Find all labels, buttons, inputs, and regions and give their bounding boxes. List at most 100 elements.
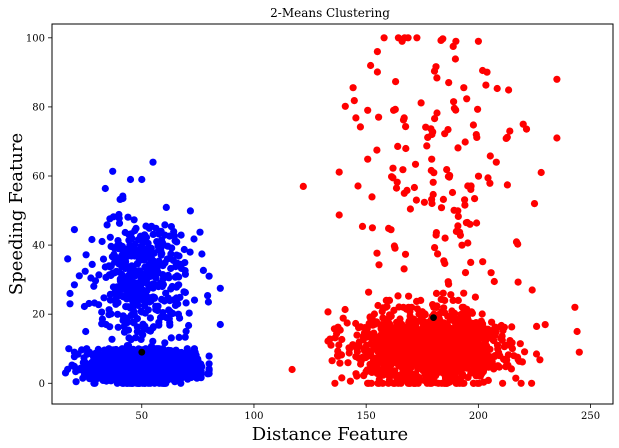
data-point (503, 181, 511, 189)
data-point (106, 290, 114, 298)
data-point (458, 373, 466, 381)
data-point (81, 267, 89, 275)
data-point (373, 68, 381, 76)
data-point (175, 333, 183, 341)
data-point (98, 237, 106, 246)
data-point (205, 272, 213, 280)
data-point (126, 175, 135, 184)
data-point (470, 379, 478, 387)
data-point (159, 365, 167, 373)
data-point (536, 356, 544, 364)
data-point (120, 328, 129, 336)
data-point (335, 341, 343, 349)
data-point (463, 218, 471, 227)
data-point (372, 340, 380, 348)
data-point (182, 299, 190, 307)
data-point (138, 175, 146, 184)
data-point (114, 323, 122, 331)
data-point (120, 253, 128, 262)
data-point (159, 262, 167, 270)
centroid-layer (138, 314, 437, 356)
data-point (461, 196, 469, 204)
data-point (464, 239, 472, 247)
x-tick-label: 100 (244, 411, 263, 422)
data-point (186, 207, 194, 215)
data-point (427, 362, 435, 370)
data-point (162, 373, 170, 381)
data-point (137, 335, 145, 343)
y-axis: 0 20 40 60 80 100 (26, 33, 52, 390)
data-point (433, 109, 441, 117)
data-point (428, 155, 436, 163)
data-point (171, 237, 179, 245)
centroid-marker (430, 314, 437, 321)
data-point (106, 323, 114, 331)
data-point (452, 106, 460, 114)
data-point (410, 325, 418, 333)
data-point (106, 215, 114, 223)
data-point (487, 269, 495, 277)
data-point (144, 376, 152, 384)
data-point (147, 345, 155, 353)
data-point (440, 257, 448, 265)
y-tick-label: 80 (32, 102, 45, 113)
data-point (373, 249, 381, 257)
data-point (454, 207, 462, 215)
data-point (394, 142, 402, 150)
data-point (460, 84, 468, 92)
data-point (109, 283, 117, 291)
data-point (402, 349, 410, 357)
data-point (90, 282, 98, 290)
data-point (153, 259, 161, 267)
data-point (334, 352, 342, 360)
data-point (147, 258, 155, 266)
data-point (324, 308, 332, 316)
data-point (518, 358, 527, 366)
data-point (164, 294, 172, 302)
data-point (532, 350, 541, 358)
data-point (105, 364, 113, 372)
data-point (456, 228, 464, 236)
data-point (435, 336, 444, 345)
data-point (452, 346, 460, 354)
data-point (190, 296, 199, 304)
data-point (460, 289, 468, 297)
data-point (397, 332, 406, 340)
data-point (339, 314, 347, 322)
data-point (216, 320, 224, 329)
plot-area-frame (51, 23, 614, 405)
data-point (93, 359, 101, 367)
data-point (431, 244, 439, 252)
data-point (335, 168, 343, 176)
data-point (402, 144, 410, 153)
data-point (166, 308, 174, 316)
data-point (130, 319, 138, 327)
data-point (112, 294, 120, 302)
y-axis-title: Speeding Feature (6, 133, 27, 295)
data-point (435, 343, 443, 351)
data-point (66, 289, 74, 298)
data-point (405, 292, 413, 300)
data-point (66, 300, 74, 308)
data-point (521, 348, 529, 356)
data-point (573, 327, 581, 336)
data-point (299, 182, 307, 190)
data-point (163, 255, 171, 263)
data-point (428, 199, 436, 208)
data-point (507, 365, 515, 373)
data-point (471, 195, 479, 203)
data-point (483, 68, 491, 76)
data-point (441, 338, 449, 346)
data-point (392, 78, 400, 86)
y-tick-label: 40 (32, 241, 45, 252)
data-point (335, 211, 343, 219)
data-point (150, 294, 159, 302)
data-point (72, 378, 80, 386)
data-point (434, 379, 442, 387)
data-point (502, 363, 510, 371)
data-point (517, 379, 525, 387)
data-point (80, 354, 88, 362)
data-point (499, 326, 507, 335)
data-point (432, 289, 441, 297)
